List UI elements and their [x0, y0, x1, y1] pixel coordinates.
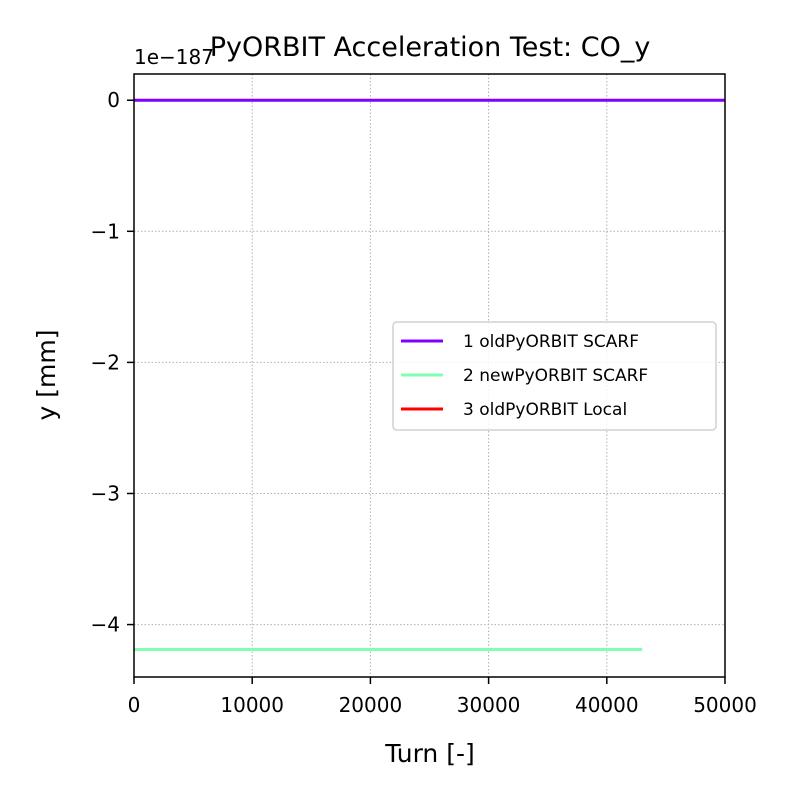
y-offset-label: 1e−187	[134, 45, 214, 69]
x-tick-label: 0	[128, 693, 141, 717]
x-tick-label: 20000	[339, 693, 403, 717]
x-axis-ticks: 0 10000 20000 30000 40000 50000	[128, 677, 757, 717]
y-tick-label: −3	[91, 481, 120, 505]
y-tick-label: −2	[91, 350, 120, 374]
x-tick-label: 30000	[457, 693, 521, 717]
x-tick-label: 50000	[693, 693, 757, 717]
y-axis-label: y [mm]	[32, 330, 61, 421]
plot-frame	[133, 73, 726, 678]
y-tick-label: 0	[107, 88, 120, 112]
legend-label: 3 oldPyORBIT Local	[463, 400, 627, 420]
legend-label: 2 newPyORBIT SCARF	[463, 366, 648, 386]
y-tick-label: −1	[91, 219, 120, 243]
legend-label: 1 oldPyORBIT SCARF	[463, 332, 639, 352]
legend: 1 oldPyORBIT SCARF 2 newPyORBIT SCARF 3 ol…	[392, 321, 717, 431]
y-axis-ticks: 0 −1 −2 −3 −4	[91, 88, 134, 637]
legend-box	[392, 321, 717, 431]
x-tick-label: 40000	[575, 693, 639, 717]
chart-title: PyORBIT Acceleration Test: CO_y	[210, 32, 651, 63]
x-axis-label: Turn [-]	[384, 739, 474, 768]
series-lines	[134, 98, 725, 651]
y-tick-label: −4	[91, 613, 120, 637]
x-tick-label: 10000	[220, 693, 284, 717]
